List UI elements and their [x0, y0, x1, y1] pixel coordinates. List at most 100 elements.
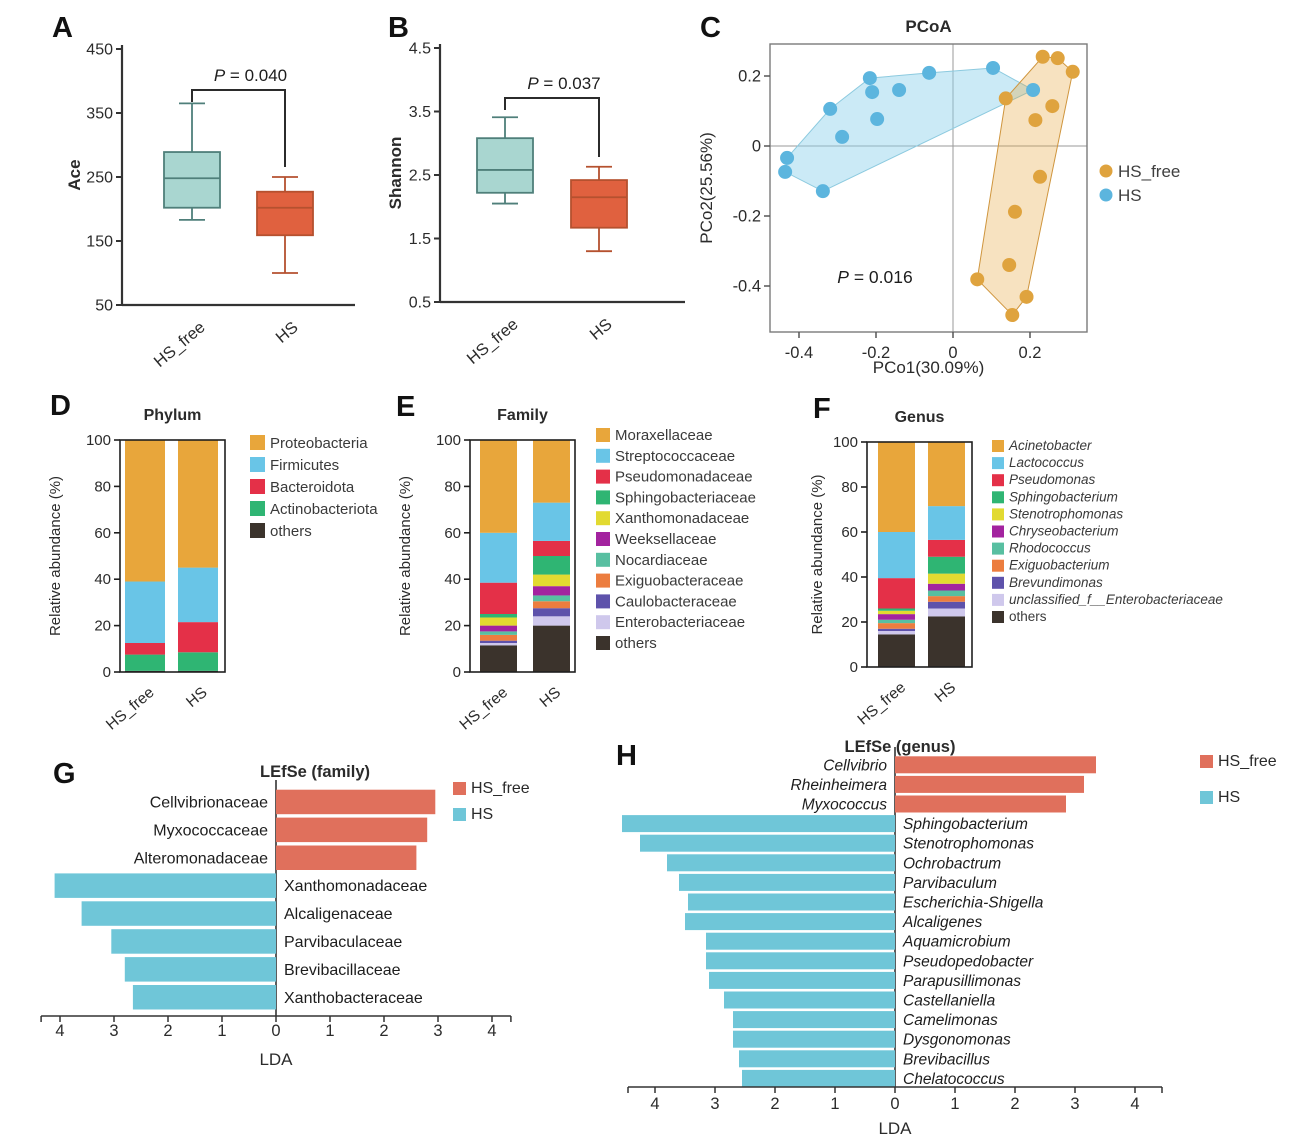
x-axis-title: PCo1(30.09%)	[873, 358, 985, 377]
x-tick-label: -0.4	[785, 344, 813, 362]
legend-label: unclassified_f__Enterobacteriaceae	[1009, 592, 1223, 607]
y-tick-label: 40	[444, 571, 461, 588]
point-HS_free	[1035, 49, 1050, 64]
x-tick-label: 0	[890, 1095, 899, 1113]
x-tick-label: 0.2	[1019, 344, 1042, 362]
y-tick-label: 60	[444, 525, 461, 542]
legend-label: HS_free	[1218, 753, 1277, 770]
segment-Stenotrophomonas	[928, 573, 965, 584]
segment-Proteobacteria	[178, 440, 218, 568]
panel-label-b: B	[388, 12, 409, 44]
legend-swatch-HS	[453, 808, 466, 821]
legend-label: Pseudomonadaceae	[615, 469, 753, 486]
legend-label: HS_free	[1118, 162, 1180, 181]
x-axis-title: LDA	[259, 1050, 293, 1069]
segment-Exiguobacteraceae	[480, 634, 517, 641]
point-HS_free	[998, 91, 1013, 106]
legend-swatch-Proteobacteria	[250, 435, 265, 450]
bar-Pseudopedobacter	[706, 952, 895, 970]
bar-label: Alcaligenes	[902, 914, 983, 931]
bar-Cellvibrio	[895, 756, 1096, 774]
category-label: HS	[586, 315, 615, 344]
segment-Sphingobacterium	[878, 608, 915, 611]
legend-label: Sphingobacteriaceae	[615, 489, 756, 506]
segment-Sphingobacteriaceae	[480, 614, 517, 618]
y-tick-label: 0.5	[409, 295, 431, 312]
plot-frame	[119, 439, 226, 673]
segment-Firmicutes	[125, 581, 165, 643]
point-HS	[823, 101, 838, 116]
segment-unclassified_f__Enterobacteriaceae	[878, 631, 915, 635]
y-tick-label: 4.5	[409, 41, 431, 58]
plot-frame	[469, 439, 576, 673]
segment-Caulobacteraceae	[480, 640, 517, 643]
bar-label: Myxococcaceae	[153, 822, 268, 839]
y-tick-label: 350	[86, 106, 113, 123]
y-tick-label: 20	[444, 618, 461, 635]
bar-Parapusillimonas	[709, 971, 895, 989]
segment-others	[928, 616, 965, 667]
chart-title: LEfSe (genus)	[845, 738, 956, 756]
bar-label: Cellvibrionaceae	[150, 794, 268, 811]
plot-frame	[769, 43, 1088, 333]
segment-Exiguobacteraceae	[533, 601, 570, 609]
legend-swatch-Streptococcaceae	[596, 448, 610, 463]
segment-Enterobacteriaceae	[533, 616, 570, 626]
segment-Acinetobacter	[928, 442, 965, 507]
lefse-family-bar: Cellvibrionaceae Myxococcaceae Alteromonad…	[40, 763, 530, 1069]
segment-Nocardiaceae	[480, 631, 517, 635]
legend-label: others	[270, 523, 312, 540]
bar-Escherichia-Shigella	[688, 893, 895, 911]
x-axis-title: LDA	[878, 1119, 912, 1138]
y-tick-label: 40	[94, 571, 111, 588]
segment-Stenotrophomonas	[878, 610, 915, 615]
bar-Rheinheimera	[895, 775, 1084, 793]
bar-label: Castellaniella	[903, 993, 996, 1010]
legend-label: HS	[1218, 789, 1240, 806]
x-tick-label: 2	[163, 1022, 172, 1040]
y-tick-label: 20	[841, 614, 858, 631]
segment-Proteobacteria	[125, 440, 165, 582]
y-tick-label: 450	[86, 42, 113, 59]
legend-swatch-Exiguobacteraceae	[596, 573, 610, 588]
legend-label: Moraxellaceae	[615, 427, 713, 444]
y-axis-title: PCo2(25.56%)	[697, 132, 716, 244]
category-label: HS_free	[151, 318, 209, 371]
point-HS	[835, 129, 850, 144]
segment-Bacteroidota	[178, 622, 218, 653]
legend-label: Pseudomonas	[1009, 472, 1096, 487]
genus-stacked-bar: HS_free HS 0 20 40 60 80 100 Relative abundance …	[809, 409, 1223, 729]
category-label: HS_free	[457, 684, 511, 732]
x-tick-label: 3	[710, 1095, 719, 1113]
legend-swatch-Pseudomonadaceae	[596, 469, 610, 484]
point-HS	[1026, 83, 1041, 97]
x-tick-label: 3	[1070, 1095, 1079, 1113]
point-HS	[865, 85, 880, 100]
segment-Weeksellaceae	[480, 625, 517, 632]
segment-others	[480, 645, 517, 672]
bar-label: Parapusillimonas	[903, 973, 1021, 990]
bar-Brevibacillaceae	[124, 957, 276, 982]
bar-Xanthomonadaceae	[54, 873, 276, 898]
x-tick-label: 0	[271, 1022, 280, 1040]
category-label: HS_free	[464, 315, 522, 368]
segment-Pseudomonadaceae	[533, 540, 570, 556]
legend-label: Xanthomonadaceae	[615, 510, 749, 527]
legend-swatch-HS_free	[453, 782, 466, 795]
segment-Acinetobacter	[878, 442, 915, 532]
segment-Pseudomonas	[928, 539, 965, 557]
y-tick-label: -0.4	[733, 278, 761, 296]
legend-label: HS	[1118, 186, 1142, 205]
segment-Streptococcaceae	[533, 502, 570, 541]
y-tick-label: 60	[841, 524, 858, 541]
bar-label: Myxococcus	[802, 797, 888, 814]
y-tick-label: 40	[841, 569, 858, 586]
bar-label: Alteromonadaceae	[134, 850, 268, 867]
bar-Brevibacillus	[739, 1050, 895, 1068]
y-axis-title: Shannon	[386, 137, 405, 210]
x-tick-label: 2	[770, 1095, 779, 1113]
point-HS	[778, 164, 793, 179]
y-tick-label: 80	[444, 478, 461, 495]
point-HS_free	[1002, 258, 1017, 272]
